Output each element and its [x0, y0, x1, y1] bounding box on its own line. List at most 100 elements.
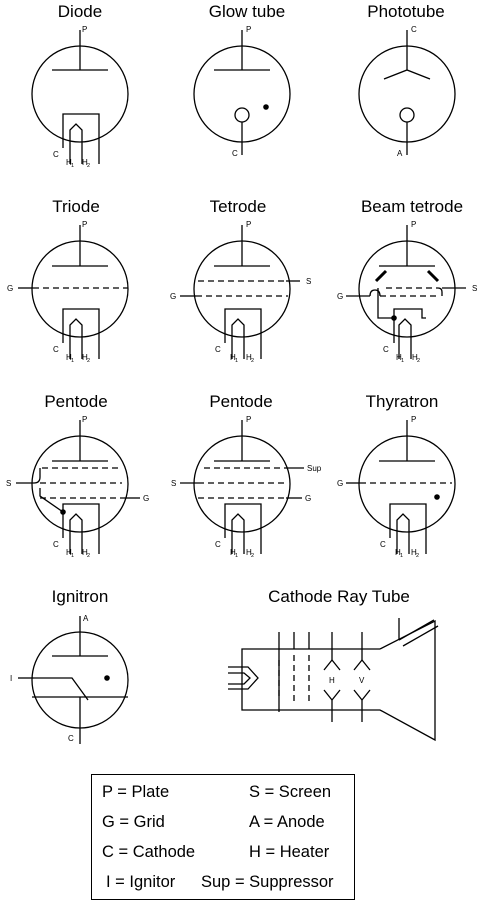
triode-label-g: G: [7, 284, 13, 293]
tetrode-label-h1-sub: 1: [235, 358, 238, 364]
title-triode: Triode: [52, 197, 100, 216]
pentode-1-label-c: C: [53, 540, 59, 549]
ignitron-label-i: I: [10, 674, 12, 683]
pentode-2-label-p: P: [246, 415, 251, 424]
tetrode-label-h2-sub: 2: [251, 358, 254, 364]
tetrode-label-s: S: [306, 277, 311, 286]
crt-label-v: V: [359, 676, 365, 685]
crt-v-plate-bottom: [353, 689, 371, 702]
beam-tetrode-label-p: P: [411, 220, 416, 229]
tetrode-cathode: [224, 308, 262, 359]
title-ignitron: Ignitron: [51, 587, 109, 606]
glow-tube-cathode: [234, 107, 250, 123]
beam-tetrode-label-h1: H: [396, 353, 402, 362]
tetrode-label-h1: H: [230, 353, 236, 362]
beam-tetrode-label-c: C: [383, 345, 389, 354]
beam-tetrode-label-h2: H: [412, 353, 418, 362]
phototube-label-c: C: [411, 25, 417, 34]
pentode-1-label-g: G: [143, 494, 149, 503]
glow-tube-symbol: P C: [193, 25, 291, 158]
glow-tube-label-c: C: [232, 149, 238, 158]
triode-heater: [69, 318, 83, 359]
tetrode-heater: [231, 318, 245, 359]
phototube-label-a: A: [397, 149, 403, 158]
thyratron-cathode: [389, 503, 427, 554]
triode-label-h1: H: [66, 353, 72, 362]
pentode-1-cathode: [62, 503, 100, 554]
pentode-1-label-h2: H: [82, 548, 88, 557]
beam-tetrode-label-h1-sub: 1: [401, 358, 404, 364]
legend-heater: H = Heater: [249, 843, 330, 861]
pentode-2-heater: [231, 513, 245, 554]
crt-envelope: [241, 619, 436, 742]
thyratron-label-h1: H: [395, 548, 401, 557]
pentode-2-label-h2-sub: 2: [251, 553, 254, 559]
triode-label-h1-sub: 1: [71, 358, 74, 364]
symbol-canvas: P C H 1 H 2 P C C A: [6, 25, 477, 744]
pentode-2-label-h1: H: [230, 548, 236, 557]
ignitron-label-c: C: [68, 734, 74, 743]
pentode-1-label-p: P: [82, 415, 87, 424]
tetrode-label-h2: H: [246, 353, 252, 362]
legend-cathode: C = Cathode: [102, 843, 196, 861]
title-pentode-1: Pentode: [44, 392, 108, 411]
title-diode: Diode: [57, 2, 103, 21]
title-pentode-2: Pentode: [209, 392, 273, 411]
thyratron-heater: [396, 513, 410, 554]
pentode-2-label-c: C: [215, 540, 221, 549]
pentode-1-label-s: S: [6, 479, 11, 488]
beam-tetrode-label-h2-sub: 2: [417, 358, 420, 364]
ignitron-gas-dot: [104, 675, 110, 681]
title-thyratron: Thyratron: [365, 392, 439, 411]
diode-label-h2-sub: 2: [87, 163, 90, 169]
title-beam-tetrode: Beam tetrode: [360, 197, 464, 216]
legend-ignitor: I = Ignitor: [106, 873, 176, 891]
crt-screen-line-1: [398, 619, 435, 641]
ignitron-symbol: A I C: [10, 614, 129, 744]
triode-label-p: P: [82, 220, 87, 229]
diode-cathode: [62, 113, 100, 164]
tetrode-label-c: C: [215, 345, 221, 354]
beam-tetrode-grid-bend: [369, 289, 381, 297]
diode-heater: [69, 123, 83, 164]
beam-tetrode-symbol: P S G C H 1 H 2: [337, 220, 477, 364]
pentode-2-label-g: G: [305, 494, 311, 503]
phototube-photocathode: [383, 69, 431, 80]
thyratron-gas-dot: [434, 494, 440, 500]
thyratron-label-c: C: [380, 540, 386, 549]
beam-tetrode-beam-connection: [377, 288, 394, 319]
triode-symbol: P G C H 1 H 2: [7, 220, 129, 364]
pentode-1-screen-bend: [33, 468, 41, 484]
diode-label-h1: H: [66, 158, 72, 167]
pentode-1-label-h2-sub: 2: [87, 553, 90, 559]
legend-anode: A = Anode: [249, 813, 325, 831]
beam-tetrode-label-g: G: [337, 292, 343, 301]
pentode-1-symbol: P S G C H 1 H 2: [6, 415, 149, 559]
pentode-1-suppressor-tie: [39, 488, 64, 513]
pentode-2-label-h2: H: [246, 548, 252, 557]
beam-tetrode-label-s: S: [472, 284, 477, 293]
triode-label-h2-sub: 2: [87, 358, 90, 364]
crt-screen-line-2: [402, 625, 439, 647]
legend-suppressor: Sup = Suppressor: [201, 873, 334, 891]
crt-v-plate-top: [353, 658, 371, 671]
tetrode-label-p: P: [246, 220, 251, 229]
legend-box: P = Plate S = Screen G = Grid A = Anode …: [91, 774, 355, 900]
beam-plate-left: [374, 269, 388, 283]
glow-tube-label-p: P: [246, 25, 251, 34]
legend-plate: P = Plate: [102, 783, 170, 801]
pentode-2-label-s: S: [171, 479, 176, 488]
pentode-1-label-h1-sub: 1: [71, 553, 74, 559]
ignitron-ignitor: [34, 677, 89, 701]
crt-cathode: [228, 672, 251, 685]
pentode-2-label-h1-sub: 1: [235, 553, 238, 559]
legend-grid: G = Grid: [102, 813, 165, 831]
triode-label-h2: H: [82, 353, 88, 362]
diode-label-h1-sub: 1: [71, 163, 74, 169]
triode-cathode: [62, 308, 100, 359]
diode-label-p: P: [82, 25, 87, 34]
diode-label-c: C: [53, 150, 59, 159]
phototube-symbol: C A: [358, 25, 456, 158]
thyratron-label-h2: H: [411, 548, 417, 557]
pentode-2-label-sup: Sup: [307, 464, 322, 473]
